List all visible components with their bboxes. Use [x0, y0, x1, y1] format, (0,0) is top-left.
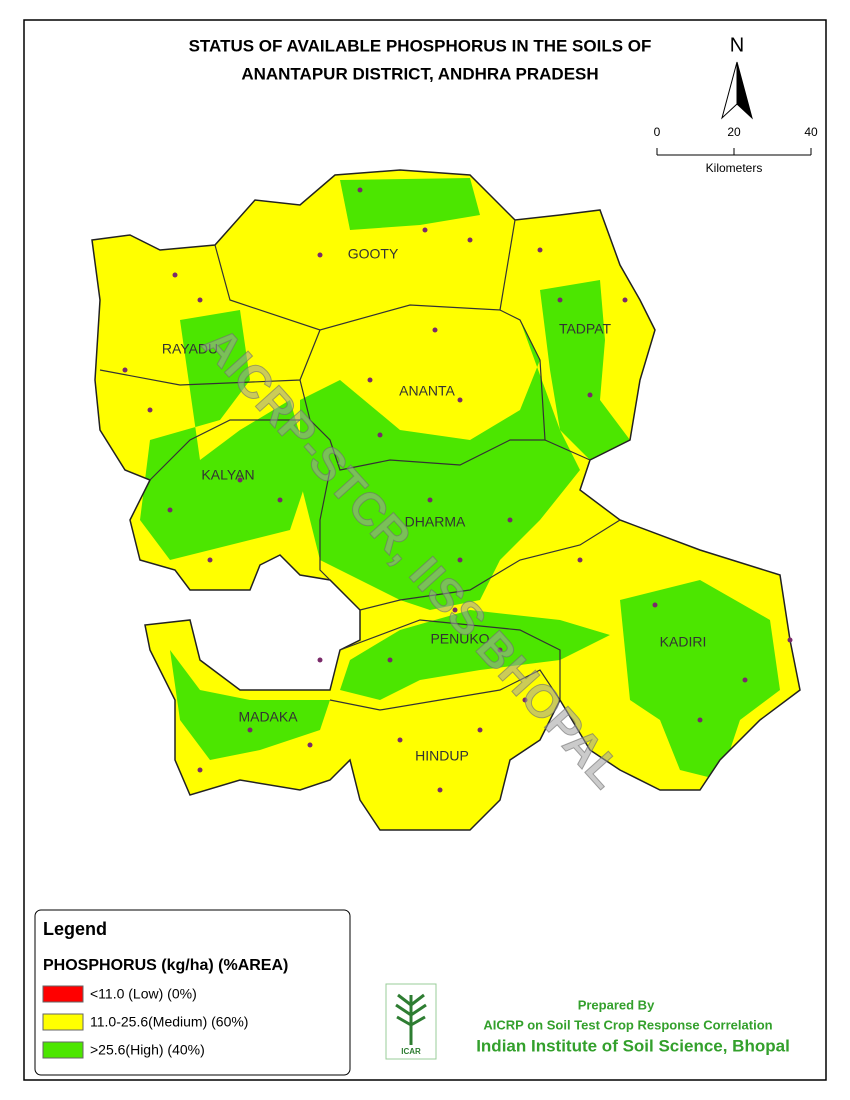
legend-title: Legend [43, 919, 107, 939]
title-line2: ANANTAPUR DISTRICT, ANDHRA PRADESH [241, 64, 598, 83]
district-label: DHARMA [405, 514, 466, 530]
high-zone [540, 280, 630, 460]
taluk-boundaries [99, 219, 621, 711]
legend: Legend PHOSPHORUS (kg/ha) (%AREA) <11.0 … [34, 909, 351, 1076]
scale-bar: 0 20 40 Kilometers [654, 125, 818, 175]
district-label: GOOTY [348, 246, 399, 262]
district-label: ANANTA [399, 383, 455, 399]
logo: ICAR [385, 983, 437, 1060]
district-label: RAYADU [162, 341, 218, 357]
prepared-by: Prepared By [578, 997, 655, 1012]
north-label: N [730, 34, 744, 56]
legend-box [34, 909, 351, 1076]
scale-tick: 0 [654, 125, 661, 139]
project: AICRP on Soil Test Crop Response Correla… [483, 1017, 772, 1032]
district-label: HINDUP [415, 748, 469, 764]
legend-subtitle: PHOSPHORUS (kg/ha) (%AREA) [43, 957, 288, 974]
high-zone [300, 320, 580, 610]
legend-swatch [42, 1041, 84, 1059]
title-line1: STATUS OF AVAILABLE PHOSPHORUS IN THE SO… [189, 36, 652, 55]
sample-points [122, 187, 793, 793]
legend-swatch [42, 1013, 84, 1031]
district-label: KALYAN [201, 467, 254, 483]
scale-tick: 40 [804, 125, 818, 139]
north-arrow: N [721, 34, 753, 120]
high-zone [620, 580, 780, 780]
scale-tick: 20 [727, 125, 741, 139]
high-zone [340, 178, 480, 230]
institute: Indian Institute of Soil Science, Bhopal [476, 1036, 790, 1055]
high-zone [170, 650, 330, 760]
soil-map: GOOTY TADPAT RAYADU ANANTA KALYAN DHARMA… [91, 169, 801, 831]
district-label: KADIRI [660, 634, 707, 650]
high-zone [340, 610, 610, 700]
legend-label: <11.0 (Low) (0%) [90, 986, 197, 1002]
district-label: TADPAT [559, 321, 612, 337]
scale-unit: Kilometers [706, 161, 763, 175]
district-label: PENUKO [430, 631, 489, 647]
legend-swatch [42, 985, 84, 1003]
logo-text: ICAR [401, 1047, 421, 1056]
legend-label: >25.6(High) (40%) [90, 1042, 205, 1058]
high-zone [140, 310, 310, 560]
legend-label: 11.0-25.6(Medium) (60%) [90, 1014, 248, 1030]
district-label: MADAKA [238, 709, 298, 725]
